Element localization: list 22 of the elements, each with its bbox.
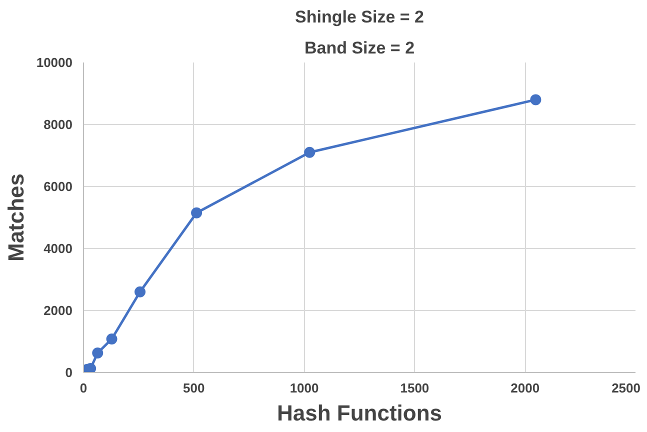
y-tick-label: 6000 bbox=[44, 179, 72, 194]
point bbox=[134, 286, 146, 298]
x-tick-label: 500 bbox=[183, 380, 205, 396]
x-axis-title: Hash Functions bbox=[276, 400, 442, 426]
y-tick-label: 0 bbox=[65, 365, 73, 380]
y-tick-label: 8000 bbox=[44, 117, 72, 132]
y-axis-title: Matches bbox=[3, 173, 28, 262]
point bbox=[92, 347, 104, 358]
point bbox=[304, 146, 316, 158]
point bbox=[106, 334, 118, 345]
point bbox=[191, 207, 202, 218]
y-tick-label: 4000 bbox=[44, 241, 72, 256]
x-tick-label: 2000 bbox=[510, 380, 540, 396]
x-tick-label: 1000 bbox=[290, 380, 319, 396]
y-tick-label: 2000 bbox=[44, 303, 72, 318]
y-tick-label: 10000 bbox=[36, 55, 73, 70]
x-tick-label: 1500 bbox=[400, 380, 430, 396]
point bbox=[530, 94, 542, 106]
chart-title: Shingle Size = 2 bbox=[295, 8, 424, 26]
x-tick-label: 2500 bbox=[612, 380, 640, 396]
chart-subtitle: Band Size = 2 bbox=[304, 38, 415, 58]
x-tick-label: 0 bbox=[80, 380, 88, 396]
